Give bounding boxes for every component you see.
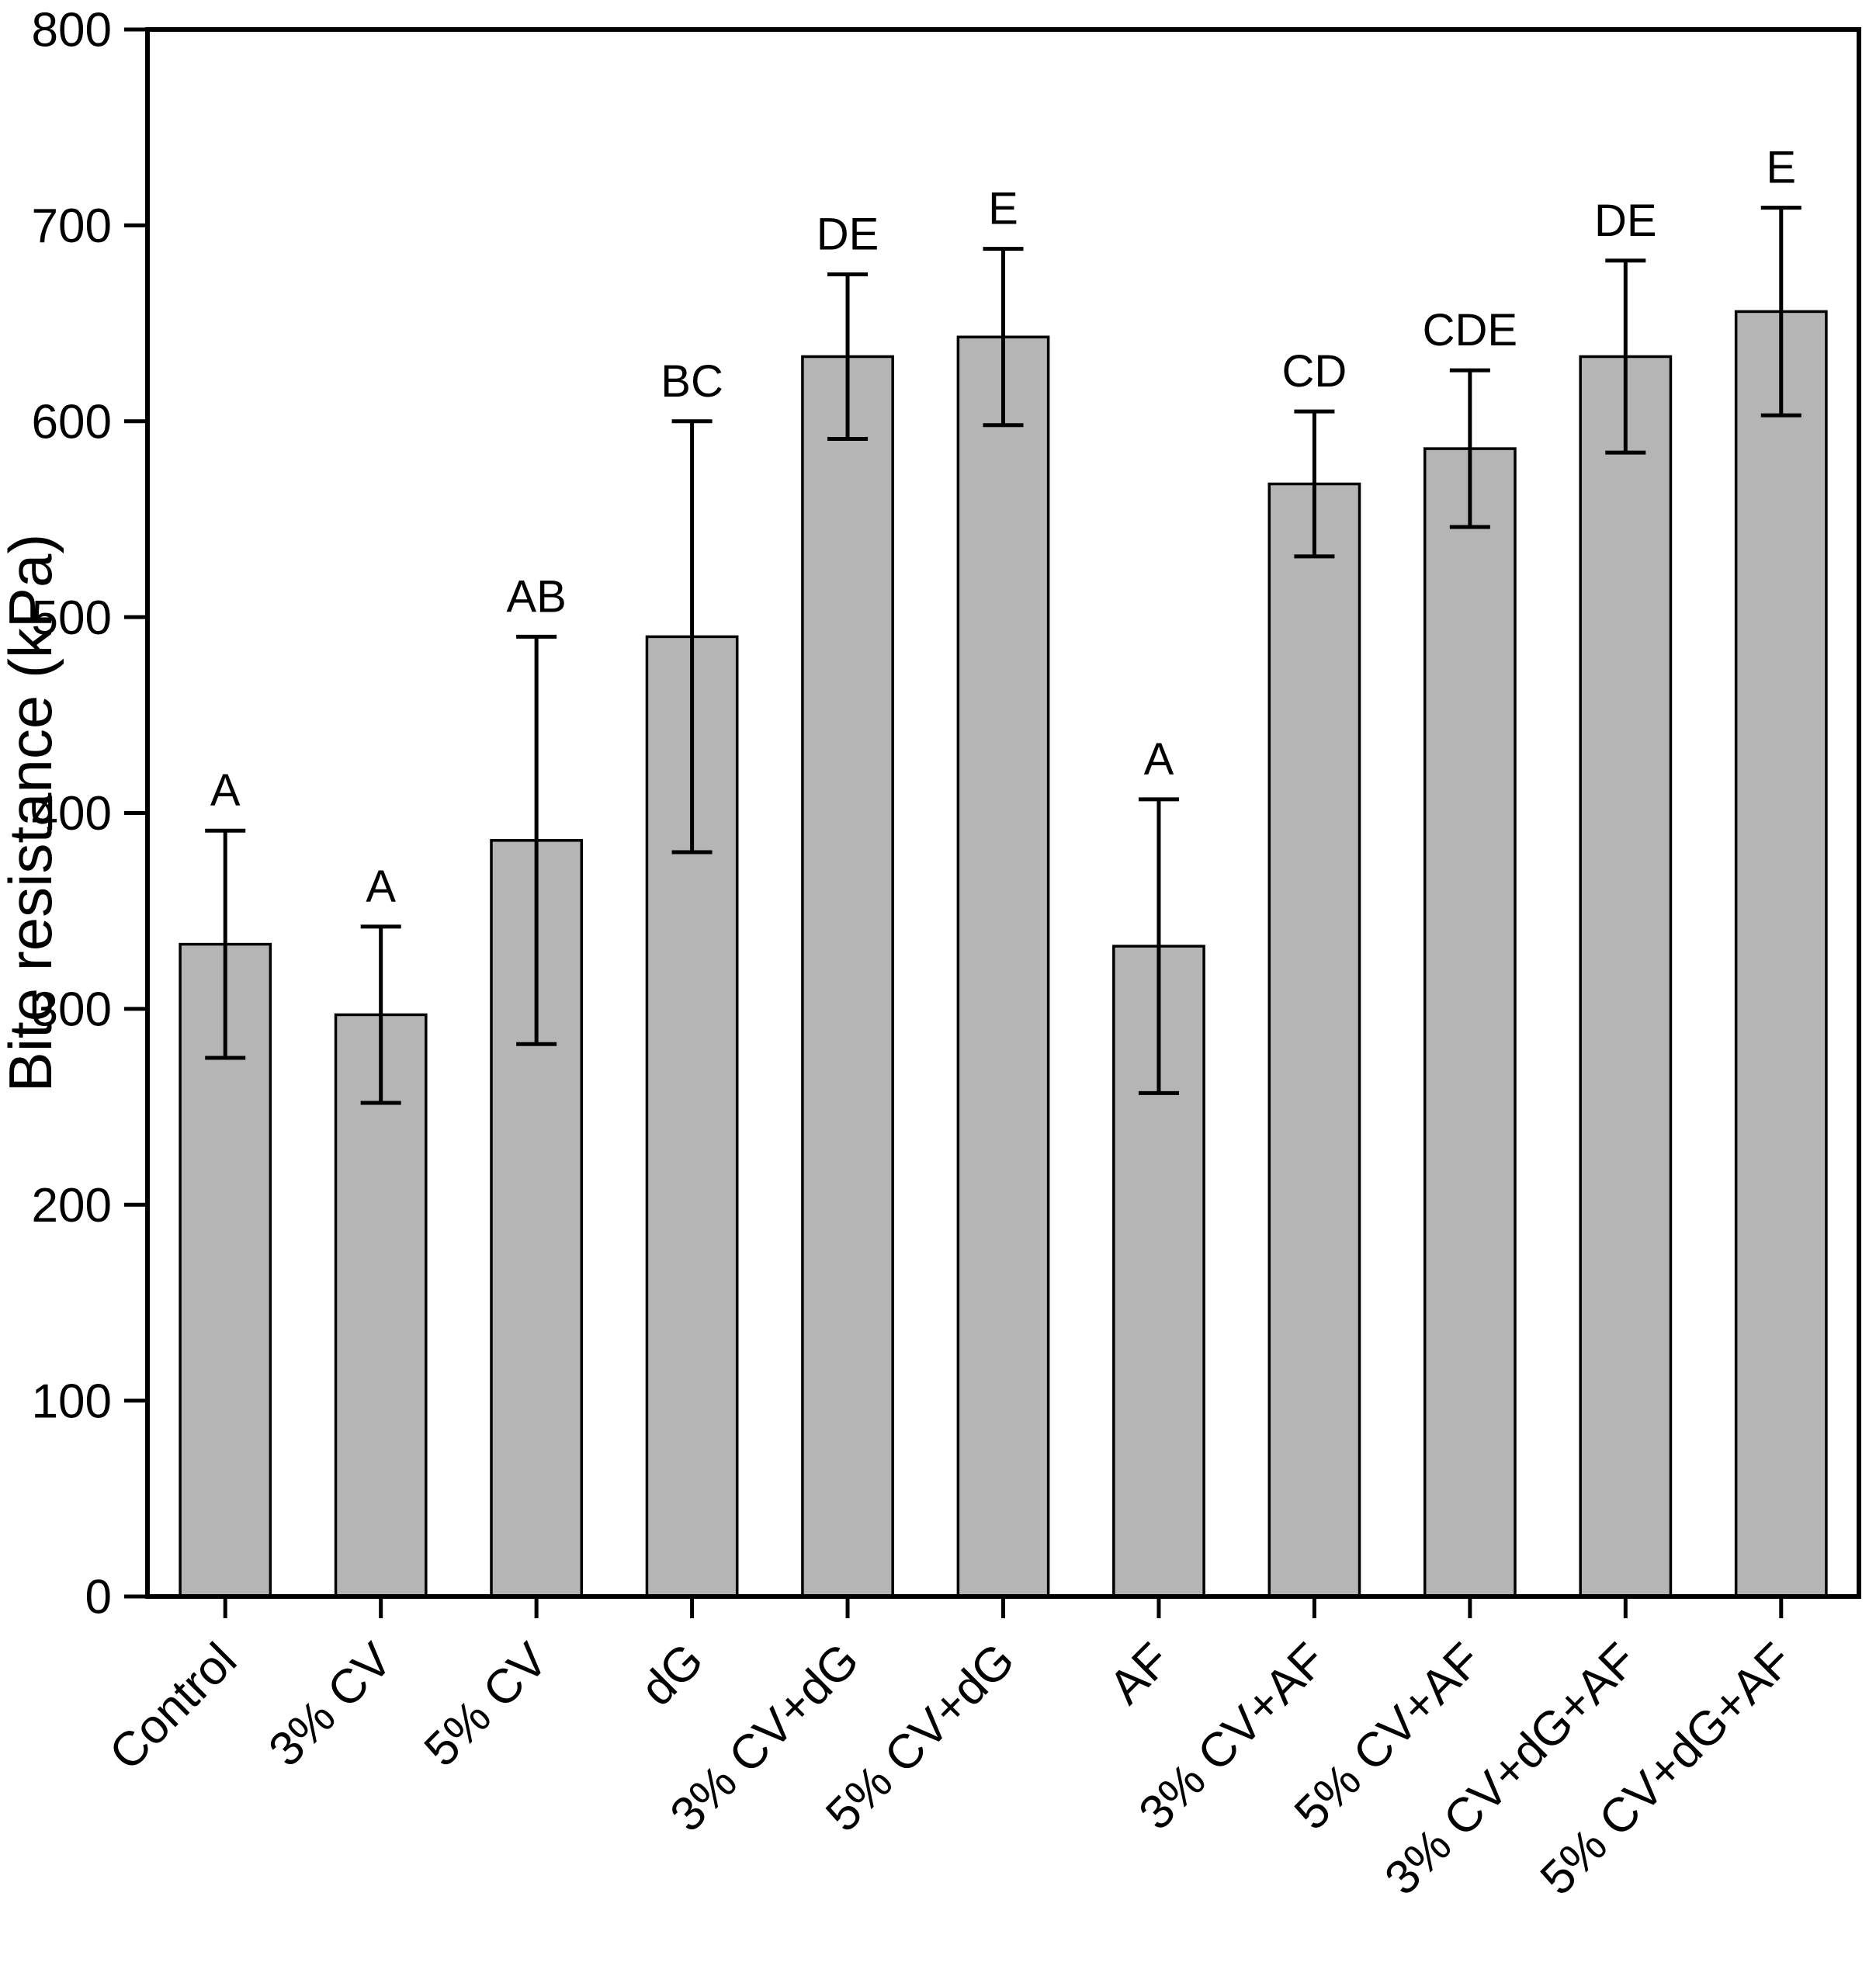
significance-letter: DE [1594,196,1657,246]
y-tick-label: 800 [32,4,112,57]
error-bar [983,247,1024,428]
error-bar [1760,206,1801,418]
error-bar [516,634,557,1046]
error-bar [1138,797,1179,1095]
error-bar [827,272,869,441]
bars-group: A A AB BC DE E A CD CDE DE E [179,143,1828,1598]
significance-letter: CD [1282,346,1347,397]
error-bar [205,828,246,1060]
bar [1579,355,1673,1598]
significance-letter: E [1766,143,1796,193]
bar [1423,447,1517,1598]
bar [1267,482,1361,1598]
error-bar [671,419,713,855]
significance-letter: AB [506,571,566,622]
significance-letter: A [366,861,396,912]
error-bar [1605,258,1646,455]
y-tick-label: 400 [32,787,112,841]
y-axis-title: Bite resistance (kPa) [0,534,64,1093]
bar [1734,310,1828,1598]
error-bar [1294,409,1335,559]
y-axis: 0 100 200 300 400 500 600 700 800 [32,4,145,1624]
error-bar [1449,368,1490,529]
significance-letter: E [988,184,1018,234]
significance-letter: CDE [1423,305,1517,355]
significance-letter: A [1144,734,1174,785]
bar [956,335,1050,1598]
significance-letter: A [210,765,241,816]
bar [801,355,894,1598]
y-tick-label: 500 [32,591,112,645]
y-tick-label: 600 [32,395,112,449]
y-tick-label: 100 [32,1375,112,1428]
y-tick-label: 300 [32,983,112,1037]
error-bar [360,924,401,1105]
y-tick-label: 700 [32,199,112,253]
y-tick-label: 0 [85,1571,112,1624]
plot-frame [145,27,1861,1599]
significance-letter: BC [661,356,723,407]
significance-letter: DE [817,209,879,259]
y-tick-label: 200 [32,1179,112,1232]
